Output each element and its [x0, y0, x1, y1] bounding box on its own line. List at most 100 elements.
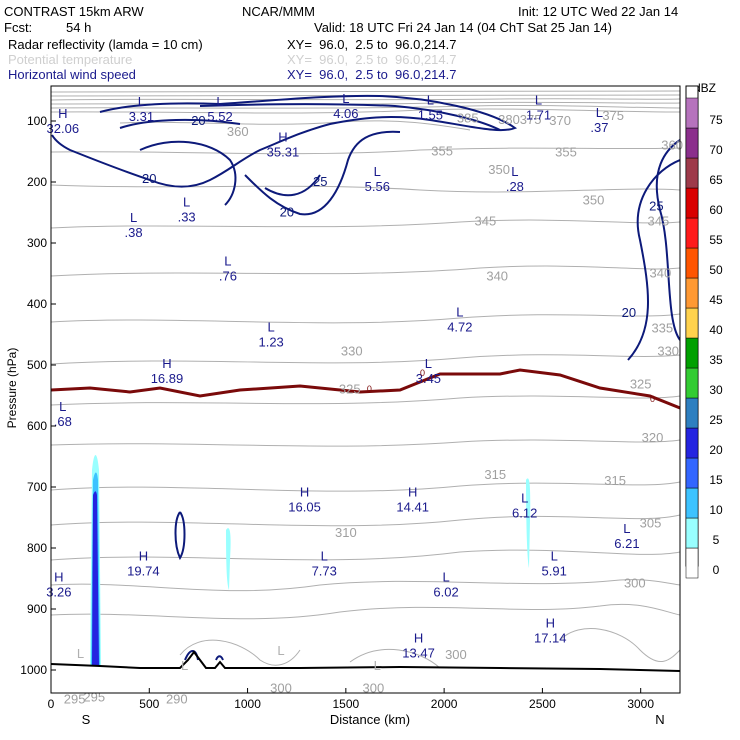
colorbar-label: 5	[713, 533, 720, 547]
theta-contour-label: 350	[583, 192, 605, 207]
extremum-value: 1.55	[418, 108, 443, 123]
extremum-value: .37	[590, 120, 608, 135]
extremum-value: 4.72	[447, 319, 472, 334]
x-axis: 0 500 1000 1500 2000 2500 3000	[48, 688, 654, 711]
valid-time: Valid: 18 UTC Fri 24 Jan 14 (04 ChT Sat …	[314, 20, 612, 35]
low-marker: L	[442, 570, 449, 585]
colorbar-swatch	[685, 97, 699, 129]
init-time: Init: 12 UTC Wed 22 Jan 14	[518, 4, 679, 19]
colorbar-label: 30	[709, 383, 723, 397]
colorbar-label: 10	[709, 503, 723, 517]
wind-contour-labels: 20 20 25 20 25 20	[142, 113, 664, 320]
colorbar-unit: dBZ	[694, 81, 716, 95]
x-axis-title: Distance (km)	[330, 712, 410, 727]
colorbar-swatch	[685, 307, 699, 339]
x-endpoint-right: N	[655, 712, 664, 727]
theta-contour-label: 330	[657, 344, 679, 359]
ground-low-marker: L	[277, 643, 284, 658]
low-marker: L	[342, 91, 349, 106]
high-marker: H	[278, 129, 287, 144]
theta-contour-label: 305	[640, 516, 662, 531]
extremum-value: 6.02	[433, 585, 458, 600]
colorbar-label: 35	[709, 353, 723, 367]
extremum-value: 4.06	[333, 106, 358, 121]
colorbar-swatch	[685, 367, 699, 399]
theta-contour-label: 385	[457, 111, 479, 126]
colorbar-label: 55	[709, 233, 723, 247]
colorbar-label: 40	[709, 323, 723, 337]
forecast-hour: 54 h	[66, 20, 92, 35]
x-tick-label: 1500	[332, 697, 359, 711]
theta-contour-label: 320	[642, 430, 664, 445]
y-tick-label: 700	[27, 480, 47, 494]
colorbar-label: 0	[713, 563, 720, 577]
theta-contour-label: 340	[486, 269, 508, 284]
high-marker: H	[546, 615, 555, 630]
freezing-level-label: 0	[367, 384, 372, 394]
low-marker: L	[551, 548, 558, 563]
theta-contour-label: 355	[431, 144, 453, 159]
x-tick-label: 2500	[529, 697, 556, 711]
potential-temperature-contours	[51, 90, 680, 669]
theta-contour-label: 310	[335, 525, 357, 540]
extremum-value: .28	[506, 179, 524, 194]
wind-speed-contours	[51, 94, 680, 661]
field-xy-wind: XY= 96.0, 2.5 to 96.0,214.7	[287, 67, 457, 82]
low-marker: L	[427, 93, 434, 108]
low-marker: L	[224, 254, 231, 269]
extremum-value: 19.74	[127, 563, 160, 578]
low-marker: L	[456, 304, 463, 319]
low-marker: L	[183, 195, 190, 210]
theta-contour-label: 355	[555, 145, 577, 160]
extremum-value: 14.41	[396, 499, 429, 514]
reflectivity-colorbar: dBZ 0 5 10 15 20 25 30 35 40 45 50 55 60 65 70 75	[685, 81, 723, 579]
org-title: NCAR/MMM	[242, 4, 315, 19]
colorbar-swatch	[685, 457, 699, 489]
theta-contour-label: 325	[630, 377, 652, 392]
terrain-line	[50, 650, 681, 672]
extremum-value: 13.47	[402, 646, 435, 661]
low-marker: L	[374, 164, 381, 179]
colorbar-swatch	[685, 127, 699, 159]
theta-contour-label: 300	[270, 680, 292, 695]
theta-contour-label: 340	[649, 266, 671, 281]
freezing-level-contour	[51, 368, 680, 410]
colorbar-swatch	[685, 217, 699, 249]
extremum-value: 7.73	[312, 563, 337, 578]
wind-contour-label: 20	[280, 205, 294, 220]
extremum-value: 1.71	[526, 108, 551, 123]
low-marker: L	[321, 548, 328, 563]
colorbar-label: 45	[709, 293, 723, 307]
theta-contour-label: 350	[488, 162, 510, 177]
low-marker: L	[59, 399, 66, 414]
theta-contour-label: 375	[520, 112, 542, 127]
theta-contour-label: 380	[498, 112, 520, 127]
colorbar-label: 65	[709, 173, 723, 187]
y-tick-label: 800	[27, 541, 47, 555]
theta-contour-label: 315	[484, 467, 506, 482]
field-name-theta: Potential temperature	[8, 52, 133, 67]
high-marker: H	[300, 484, 309, 499]
field-name-wind: Horizontal wind speed	[8, 67, 136, 82]
low-marker: L	[425, 356, 432, 371]
forecast-label: Fcst:	[4, 20, 33, 35]
ground-low-marker: L	[374, 658, 381, 673]
theta-contour-label: 295	[83, 689, 105, 704]
high-marker: H	[139, 548, 148, 563]
y-tick-label: 300	[27, 236, 47, 250]
wind-contour-label: 20	[622, 305, 636, 320]
y-tick-label: 1000	[20, 663, 47, 677]
y-axis: 100 200 300 400 500 600 700 800 900 1000	[20, 114, 56, 677]
colorbar-label: 60	[709, 203, 723, 217]
colorbar-label: 75	[709, 113, 723, 127]
low-marker: L	[511, 164, 518, 179]
y-tick-label: 200	[27, 175, 47, 189]
extremum-value: .68	[54, 414, 72, 429]
extremum-value: 5.91	[542, 563, 567, 578]
colorbar-swatch	[685, 277, 699, 309]
theta-contour-label: 345	[648, 214, 670, 229]
low-marker: L	[130, 210, 137, 225]
theta-contour-label: 360	[227, 124, 249, 139]
